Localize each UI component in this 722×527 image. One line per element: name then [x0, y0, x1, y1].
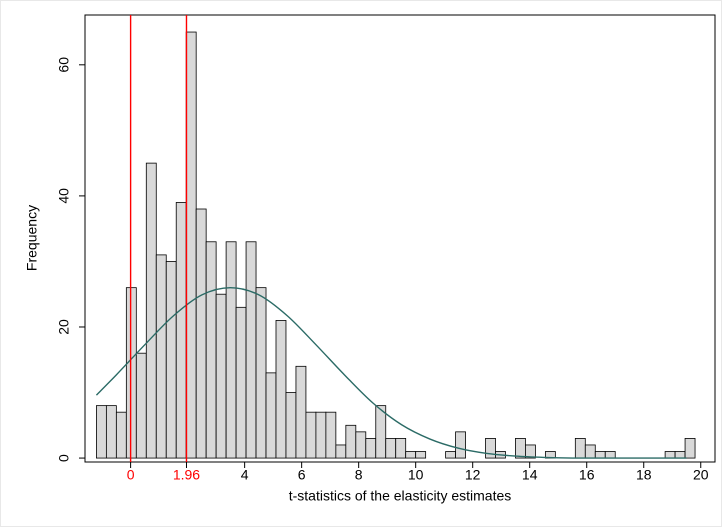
- bar: [315, 411, 327, 459]
- bar: [135, 352, 147, 459]
- x-tick-label: 6: [298, 467, 306, 483]
- bar: [345, 424, 357, 459]
- bar: [674, 451, 686, 459]
- bar: [515, 438, 526, 459]
- bar: [355, 431, 367, 459]
- y-tick-label: 20: [56, 319, 72, 335]
- x-axis-title: t-statistics of the elasticity estimates: [289, 488, 512, 504]
- bar: [405, 451, 417, 459]
- x-tick-label: 10: [408, 467, 424, 483]
- bar: [445, 451, 456, 459]
- bar: [684, 438, 696, 459]
- bar: [225, 241, 237, 459]
- bar: [485, 438, 496, 459]
- x-tick-label: 4: [241, 467, 249, 483]
- bar: [96, 405, 107, 459]
- bar: [165, 261, 177, 459]
- y-tick-label: 40: [56, 188, 72, 204]
- bar: [235, 306, 247, 459]
- bar: [185, 31, 197, 459]
- x-tick-label: 20: [693, 467, 709, 483]
- y-tick-label: 60: [56, 57, 72, 73]
- bar: [295, 365, 307, 459]
- bar: [245, 241, 257, 459]
- bar: [325, 411, 337, 459]
- bar: [415, 451, 427, 459]
- x-tick-label: 14: [522, 467, 538, 483]
- bar: [265, 372, 277, 459]
- bar: [594, 451, 606, 459]
- bar: [275, 320, 287, 459]
- x-tick-label: 8: [355, 467, 363, 483]
- bar: [604, 451, 616, 459]
- bar: [205, 241, 217, 459]
- bar: [175, 202, 187, 459]
- bar: [395, 438, 407, 459]
- bar: [105, 405, 117, 459]
- bar: [125, 287, 137, 459]
- bar: [584, 444, 596, 459]
- bar: [385, 438, 397, 459]
- reference-label: 0: [127, 467, 135, 483]
- density-curve: [95, 286, 687, 459]
- bar: [155, 254, 167, 459]
- x-tick-label: 16: [579, 467, 595, 483]
- bar: [455, 431, 466, 459]
- x-tick-label: 12: [465, 467, 481, 483]
- bar: [664, 451, 676, 459]
- bar: [375, 405, 387, 459]
- bar: [115, 411, 127, 459]
- bar: [365, 438, 377, 459]
- y-axis-title: Frequency: [24, 205, 40, 271]
- y-tick-label: 0: [56, 454, 72, 462]
- bar: [215, 293, 227, 459]
- bar: [305, 411, 317, 459]
- bar: [525, 444, 536, 459]
- bar: [574, 438, 586, 459]
- bar: [195, 208, 207, 459]
- bar: [335, 444, 347, 459]
- reference-label: 1.96: [173, 467, 200, 483]
- x-tick-label: 18: [636, 467, 652, 483]
- bar: [285, 392, 297, 459]
- bar: [145, 162, 157, 459]
- bar: [255, 287, 267, 459]
